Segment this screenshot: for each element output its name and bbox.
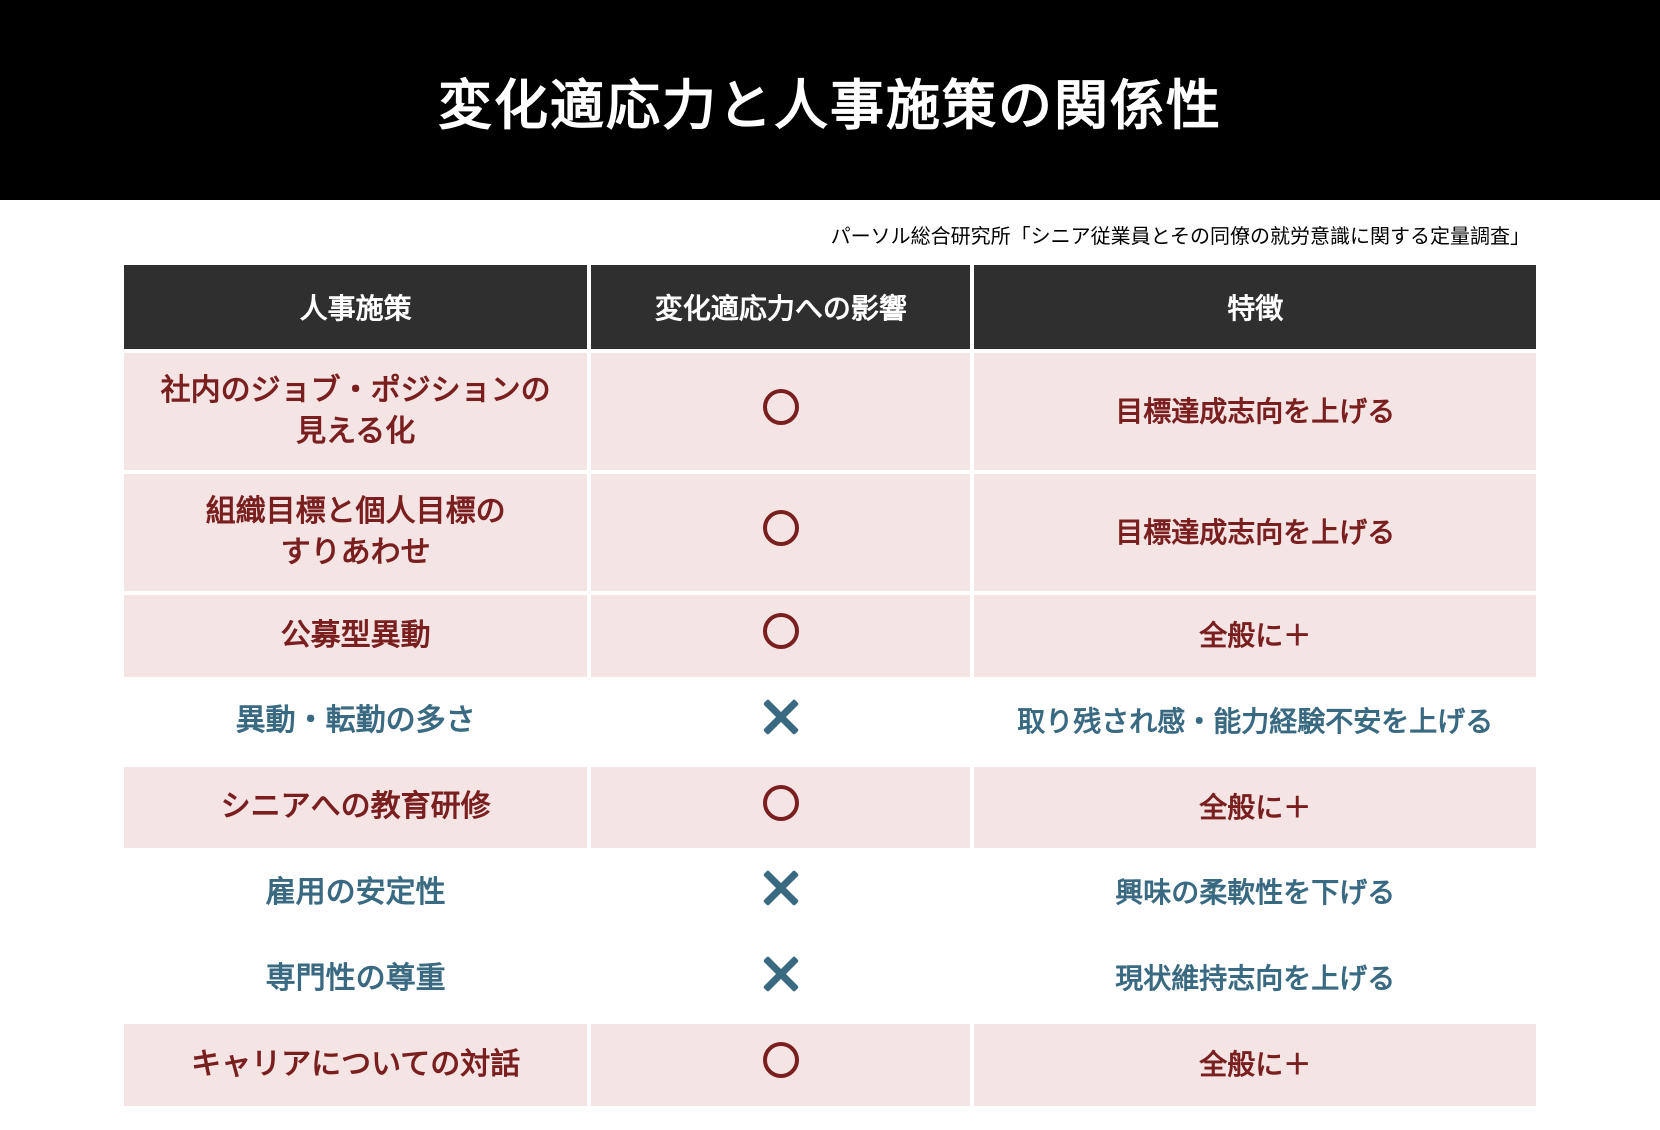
impact-cell <box>591 767 970 849</box>
policy-cell: 異動・転勤の多さ <box>124 681 587 763</box>
cross-icon <box>763 699 799 735</box>
source-citation: パーソル総合研究所「シニア従業員とその同僚の就労意識に関する定量調査」 <box>120 220 1540 249</box>
policy-cell: キャリアについての対話 <box>124 1024 587 1106</box>
feature-cell: 全般に＋ <box>974 767 1536 849</box>
impact-cell <box>591 595 970 677</box>
circle-icon <box>763 389 799 425</box>
table-row: 専門性の尊重 現状維持志向を上げる <box>124 938 1536 1020</box>
circle-icon <box>763 785 799 821</box>
feature-cell: 興味の柔軟性を下げる <box>974 852 1536 934</box>
circle-icon <box>763 510 799 546</box>
feature-cell: 目標達成志向を上げる <box>974 353 1536 470</box>
policy-cell: シニアへの教育研修 <box>124 767 587 849</box>
table-row: 公募型異動 全般に＋ <box>124 595 1536 677</box>
page-title: 変化適応力と人事施策の関係性 <box>438 61 1222 140</box>
feature-cell: 全般に＋ <box>974 595 1536 677</box>
title-bar: 変化適応力と人事施策の関係性 <box>0 0 1660 200</box>
circle-icon <box>763 613 799 649</box>
feature-cell: 取り残され感・能力経験不安を上げる <box>974 681 1536 763</box>
impact-cell <box>591 681 970 763</box>
policy-cell: 公募型異動 <box>124 595 587 677</box>
policy-cell: 雇用の安定性 <box>124 852 587 934</box>
content-area: パーソル総合研究所「シニア従業員とその同僚の就労意識に関する定量調査」 人事施策… <box>0 200 1660 1110</box>
impact-cell <box>591 1024 970 1106</box>
feature-cell: 全般に＋ <box>974 1024 1536 1106</box>
impact-cell <box>591 353 970 470</box>
table-body: 社内のジョブ・ポジションの見える化目標達成志向を上げる組織目標と個人目標のすりあ… <box>124 353 1536 1106</box>
cross-icon <box>763 870 799 906</box>
col-header-feature: 特徴 <box>974 265 1536 349</box>
policy-cell: 組織目標と個人目標のすりあわせ <box>124 474 587 591</box>
table-row: 社内のジョブ・ポジションの見える化 目標達成志向を上げる <box>124 353 1536 470</box>
policy-cell: 社内のジョブ・ポジションの見える化 <box>124 353 587 470</box>
table-row: シニアへの教育研修 全般に＋ <box>124 767 1536 849</box>
table-row: 雇用の安定性 興味の柔軟性を下げる <box>124 852 1536 934</box>
feature-cell: 目標達成志向を上げる <box>974 474 1536 591</box>
col-header-policy: 人事施策 <box>124 265 587 349</box>
table-row: 組織目標と個人目標のすりあわせ 目標達成志向を上げる <box>124 474 1536 591</box>
hr-policy-table: 人事施策 変化適応力への影響 特徴 社内のジョブ・ポジションの見える化目標達成志… <box>120 261 1540 1110</box>
table-row: キャリアについての対話 全般に＋ <box>124 1024 1536 1106</box>
policy-cell: 専門性の尊重 <box>124 938 587 1020</box>
cross-icon <box>763 956 799 992</box>
impact-cell <box>591 852 970 934</box>
feature-cell: 現状維持志向を上げる <box>974 938 1536 1020</box>
impact-cell <box>591 938 970 1020</box>
table-row: 異動・転勤の多さ 取り残され感・能力経験不安を上げる <box>124 681 1536 763</box>
circle-icon <box>763 1042 799 1078</box>
col-header-impact: 変化適応力への影響 <box>591 265 970 349</box>
impact-cell <box>591 474 970 591</box>
table-header-row: 人事施策 変化適応力への影響 特徴 <box>124 265 1536 349</box>
